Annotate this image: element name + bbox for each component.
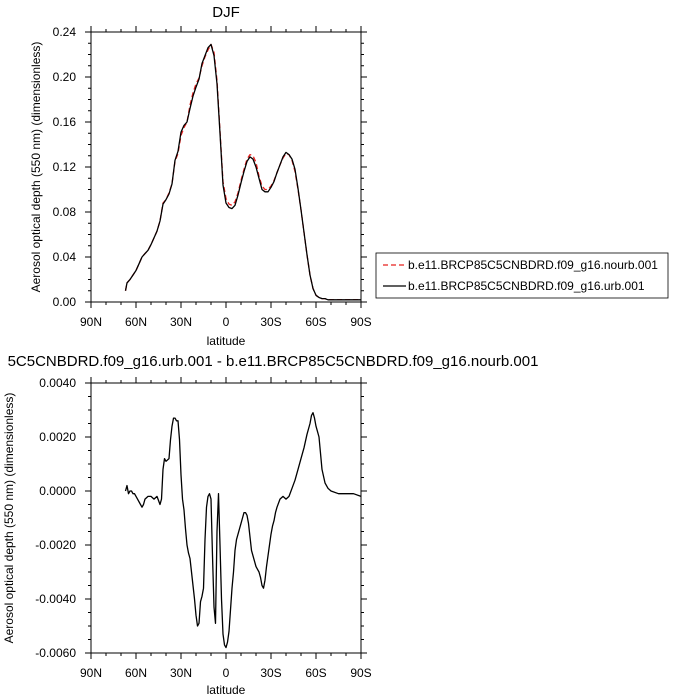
x-tick-label: 60N	[125, 666, 147, 680]
y-axis-label: Aerosol optical depth (550 nm) (dimensio…	[2, 393, 16, 644]
x-tick-label: 0	[223, 666, 230, 680]
plot-frame	[90, 382, 362, 654]
legend-box	[375, 252, 669, 299]
series-lines	[124, 412, 362, 649]
legend-label-urb: b.e11.BRCP85C5CNBDRD.f09_g16.urb.001	[408, 279, 645, 293]
x-tick-label: 90S	[350, 666, 371, 680]
y-tick-label: -0.0020	[35, 538, 76, 552]
x-tick-label: 60S	[305, 666, 326, 680]
series-line-urb	[124, 43, 361, 301]
panel-bottom: 5C5CNBDRD.f09_g16.urb.001 - b.e11.BRCP85…	[2, 353, 538, 697]
x-tick-label: 90N	[80, 315, 102, 329]
x-tick-labels: 90N 60N 30N 0 30S 60S 90S	[80, 315, 372, 329]
y-tick-labels: 0.0040 0.0020 0.0000 -0.0020 -0.0040 -0.0060	[35, 376, 76, 660]
y-tick-labels: 0.00 0.04 0.08 0.12 0.16 0.20 0.24	[53, 25, 77, 309]
x-tick-label: 30N	[170, 666, 192, 680]
y-tick-label: 0.24	[53, 25, 77, 39]
y-tick-label: 0.16	[53, 115, 77, 129]
x-tick-label: 90S	[350, 315, 371, 329]
y-tick-label: 0.12	[53, 160, 77, 174]
legend-label-nourb: b.e11.BRCP85C5CNBDRD.f09_g16.nourb.001	[408, 258, 658, 272]
x-tick-label: 30S	[260, 666, 281, 680]
x-axis-label: latitude	[207, 683, 246, 697]
y-tick-label: 0.0040	[39, 376, 76, 390]
tick-marks	[85, 377, 367, 659]
plot-frame	[90, 31, 362, 303]
y-tick-label: 0.08	[53, 205, 77, 219]
panel-top: DJF 90N 60N 30N 0 30S 60S 90S 0.00 0.04 0.08 0.12…	[29, 4, 669, 348]
x-axis-label: latitude	[207, 334, 246, 348]
x-tick-label: 30N	[170, 315, 192, 329]
legend: b.e11.BRCP85C5CNBDRD.f09_g16.nourb.001 b…	[375, 252, 669, 299]
x-tick-label: 60S	[305, 315, 326, 329]
x-tick-label: 30S	[260, 315, 281, 329]
y-tick-label: 0.0000	[39, 484, 76, 498]
series-lines	[124, 43, 361, 301]
y-tick-label: 0.04	[53, 250, 77, 264]
x-tick-label: 0	[223, 315, 230, 329]
y-tick-label: -0.0060	[35, 646, 76, 660]
x-tick-label: 90N	[80, 666, 102, 680]
difference-line	[124, 412, 362, 649]
y-tick-label: 0.00	[53, 295, 77, 309]
y-tick-label: 0.20	[53, 70, 77, 84]
tick-marks	[85, 26, 367, 308]
y-tick-label: -0.0040	[35, 592, 76, 606]
chart-title: DJF	[212, 4, 240, 21]
y-axis-label: Aerosol optical depth (550 nm) (dimensio…	[29, 42, 43, 293]
y-tick-label: 0.0020	[39, 430, 76, 444]
chart-title: 5C5CNBDRD.f09_g16.urb.001 - b.e11.BRCP85…	[8, 353, 539, 370]
x-tick-label: 60N	[125, 315, 147, 329]
x-tick-labels: 90N 60N 30N 0 30S 60S 90S	[80, 666, 372, 680]
